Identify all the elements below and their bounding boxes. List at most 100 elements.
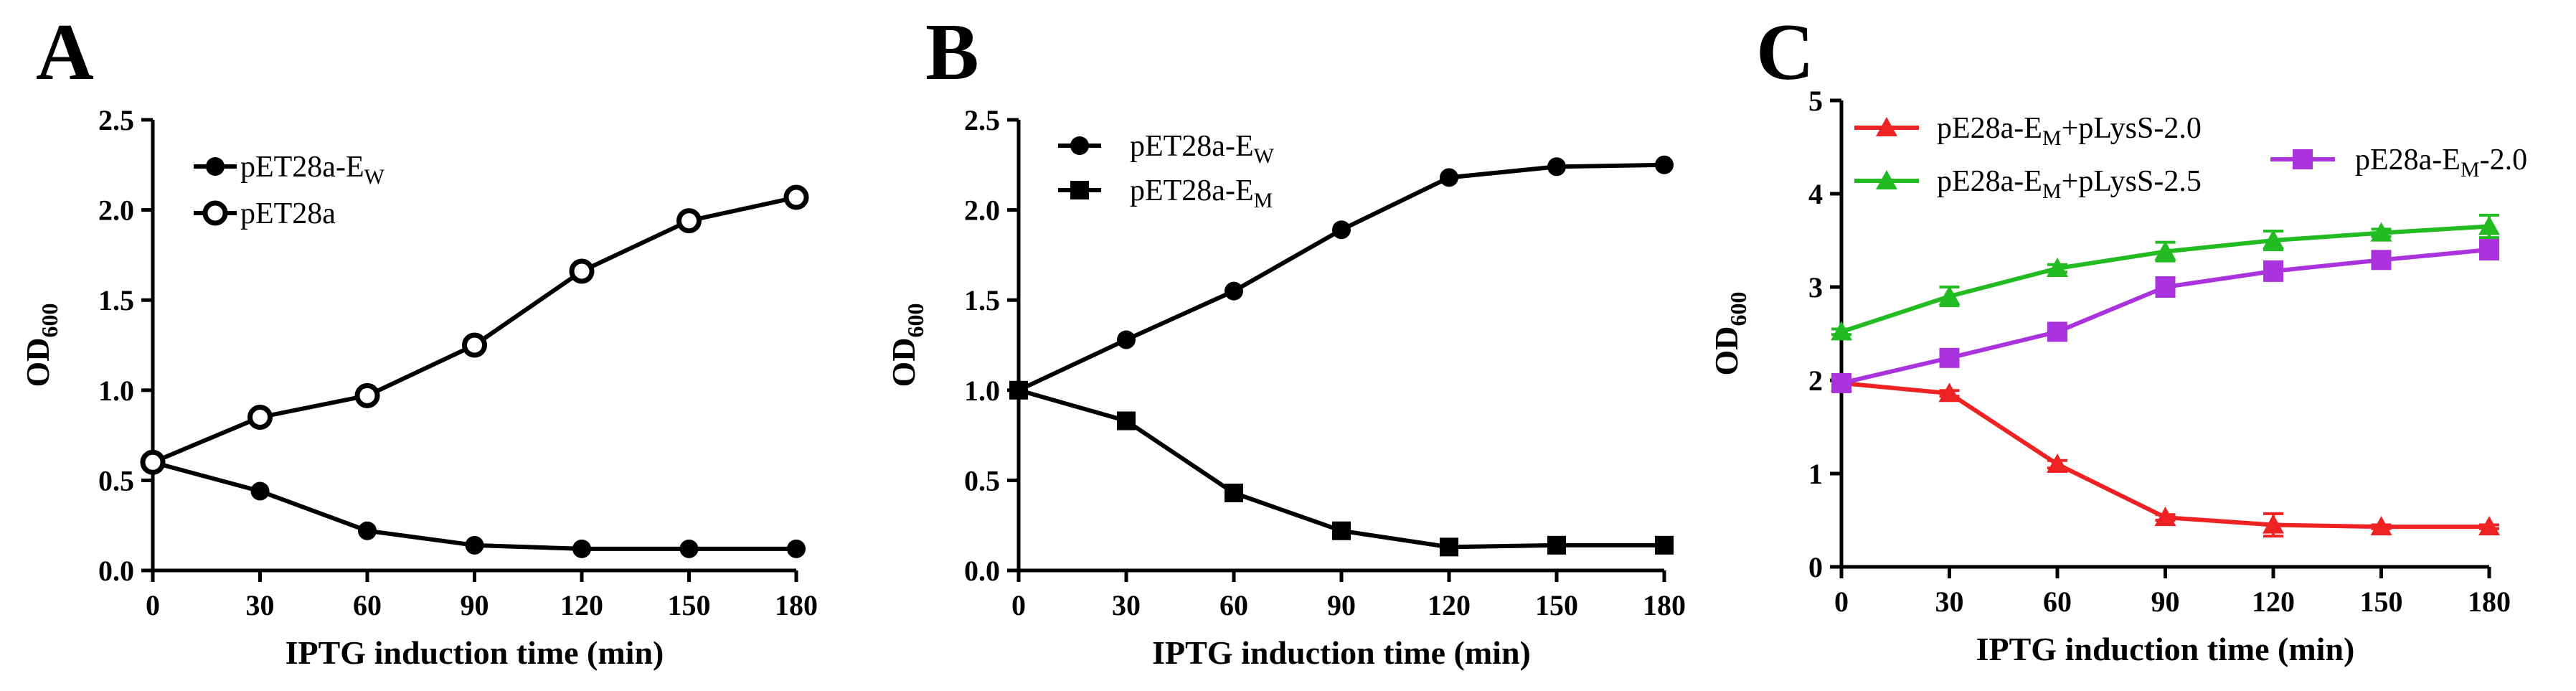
y-tick-label: 0.5 bbox=[98, 464, 134, 497]
y-tick-label: 2.0 bbox=[98, 194, 134, 227]
data-point bbox=[679, 539, 699, 558]
legend-entry: pET28a bbox=[194, 197, 336, 230]
x-tick-label: 120 bbox=[2252, 586, 2295, 618]
data-point bbox=[2479, 240, 2499, 260]
data-point bbox=[1117, 411, 1136, 431]
legend-marker bbox=[1070, 136, 1089, 155]
y-tick-label: 2.0 bbox=[964, 194, 1000, 227]
legend-marker bbox=[1876, 170, 1897, 189]
legend-label: pET28a-EM bbox=[1130, 174, 1273, 212]
panel-letter: B bbox=[925, 8, 979, 97]
data-point bbox=[1831, 321, 1852, 341]
series-2 bbox=[1831, 239, 2499, 393]
data-point bbox=[2155, 277, 2176, 297]
data-point bbox=[1332, 521, 1351, 540]
data-point bbox=[1547, 535, 1566, 555]
chart-panel-a: A 0.0 0.5 1.0 1.5 2.0 2.5 0 30 60 90 120 150 180 IPTG … bbox=[19, 8, 818, 671]
y-tick-label: 0.5 bbox=[964, 464, 1000, 497]
legend-label: pE28a-EM+pLysS-2.0 bbox=[1937, 112, 2202, 150]
y-tick-label: 1.5 bbox=[964, 284, 1000, 316]
data-point bbox=[569, 258, 595, 284]
y-tick-label: 0.0 bbox=[964, 555, 1000, 587]
data-point bbox=[358, 521, 377, 540]
data-point bbox=[572, 539, 591, 558]
y-tick-label: 0 bbox=[1808, 551, 1823, 583]
data-point bbox=[2047, 453, 2068, 473]
data-point bbox=[2478, 516, 2500, 536]
legend-entry: pET28a-EW bbox=[194, 151, 385, 189]
data-point bbox=[1938, 286, 1961, 305]
data-point bbox=[354, 382, 380, 408]
data-point bbox=[1332, 220, 1351, 240]
legend-label: pET28a-EW bbox=[240, 151, 385, 189]
data-point bbox=[2370, 222, 2392, 242]
x-tick-label: 30 bbox=[1112, 589, 1141, 621]
x-tick-label: 180 bbox=[1643, 589, 1686, 621]
x-tick-label: 150 bbox=[668, 589, 711, 621]
series-line bbox=[1841, 248, 2490, 385]
data-point bbox=[1225, 483, 1243, 502]
x-tick-label: 150 bbox=[2360, 586, 2403, 618]
x-tick-label: 60 bbox=[353, 589, 382, 621]
data-point bbox=[1225, 281, 1243, 301]
series-0 bbox=[1831, 372, 2500, 538]
data-point bbox=[2047, 258, 2068, 277]
x-tick-label: 150 bbox=[1535, 589, 1578, 621]
data-point bbox=[2478, 215, 2500, 235]
series-line bbox=[152, 460, 796, 551]
data-point bbox=[2263, 230, 2284, 249]
series-0 bbox=[143, 453, 806, 558]
legend-label: pET28a-EW bbox=[1130, 130, 1275, 168]
x-tick-label: 120 bbox=[560, 589, 603, 621]
data-point bbox=[1939, 347, 1960, 368]
legend-label: pE28a-EM+pLysS-2.5 bbox=[1937, 165, 2202, 203]
y-tick-label: 0.0 bbox=[98, 555, 134, 587]
y-tick-label: 3 bbox=[1808, 271, 1823, 304]
panel-letter: A bbox=[36, 8, 94, 97]
legend-entry: pET28a-EM bbox=[1058, 174, 1273, 212]
legend-entry: pE28a-EM+pLysS-2.5 bbox=[1854, 165, 2202, 203]
legend-marker bbox=[2293, 149, 2313, 169]
x-tick-label: 90 bbox=[1327, 589, 1356, 621]
data-point bbox=[1938, 382, 1961, 403]
x-tick-label: 60 bbox=[1219, 589, 1248, 621]
data-point bbox=[2263, 514, 2284, 534]
y-axis-label: OD600 bbox=[1708, 292, 1751, 376]
x-tick-label: 0 bbox=[1834, 586, 1849, 618]
x-tick-label: 90 bbox=[461, 589, 489, 621]
y-tick-label: 1 bbox=[1808, 458, 1823, 490]
data-point bbox=[247, 404, 273, 430]
y-tick-label: 1.5 bbox=[98, 284, 134, 316]
x-tick-label: 90 bbox=[2151, 586, 2180, 618]
y-tick-label: 2.5 bbox=[964, 104, 1000, 136]
x-tick-label: 30 bbox=[1935, 586, 1964, 618]
data-point bbox=[1117, 330, 1136, 349]
x-axis-label: IPTG induction time (min) bbox=[1152, 634, 1531, 671]
y-tick-label: 2 bbox=[1808, 365, 1823, 397]
y-tick-label: 2.5 bbox=[98, 104, 134, 136]
data-point bbox=[1547, 157, 1566, 177]
x-tick-label: 180 bbox=[2468, 586, 2511, 618]
data-point bbox=[250, 481, 270, 501]
series-1 bbox=[140, 184, 809, 475]
legend-entry: pE28a-EM+pLysS-2.0 bbox=[1854, 112, 2202, 150]
x-tick-label: 30 bbox=[246, 589, 275, 621]
data-point bbox=[2371, 250, 2392, 271]
legend-marker bbox=[206, 157, 225, 176]
x-tick-label: 60 bbox=[2043, 586, 2072, 618]
data-point bbox=[1440, 537, 1458, 557]
data-point bbox=[1831, 372, 1851, 393]
chart-panel-c: C 0 1 2 3 4 5 0 30 60 90 120 150 180 IPTG induction ti… bbox=[1708, 8, 2527, 667]
y-tick-label: 5 bbox=[1808, 85, 1823, 117]
data-point bbox=[1440, 168, 1458, 187]
series-1 bbox=[1009, 380, 1674, 557]
x-tick-label: 180 bbox=[775, 589, 818, 621]
data-point bbox=[2263, 260, 2283, 281]
x-tick-label: 0 bbox=[146, 589, 160, 621]
series-0 bbox=[1009, 155, 1674, 400]
data-point bbox=[783, 184, 809, 210]
data-point bbox=[1009, 380, 1028, 400]
legend-marker bbox=[1070, 181, 1089, 199]
data-point bbox=[465, 535, 484, 555]
